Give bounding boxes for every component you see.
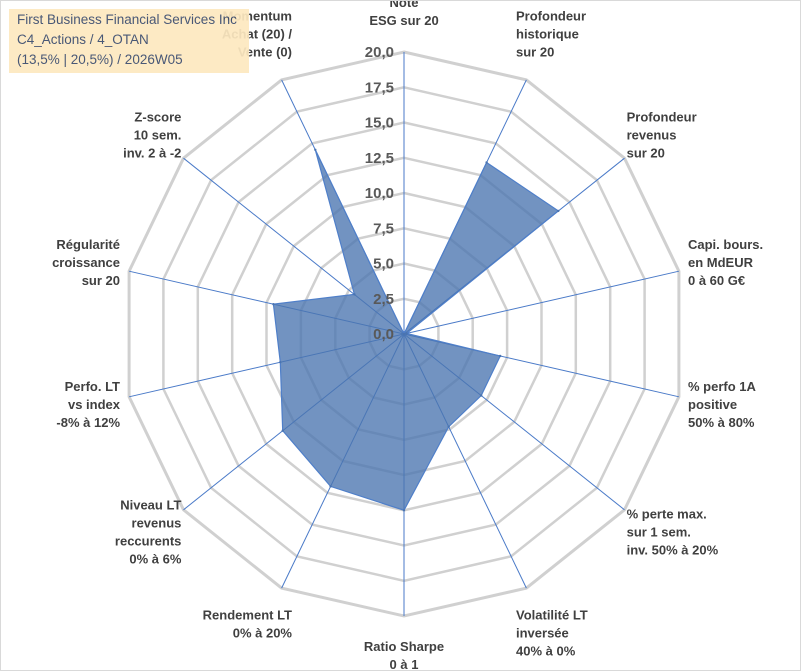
axis-label-5: % perte max. sur 1 sem. inv. 50% à 20% bbox=[627, 506, 719, 557]
axis-label-5-line-2: inv. 50% à 20% bbox=[627, 542, 719, 557]
axis-label-0: Note ESG sur 20 bbox=[369, 1, 438, 28]
series-point-4 bbox=[499, 354, 502, 358]
axis-label-3-line-0: Capi. bours. bbox=[688, 237, 763, 252]
chart-title-line-2: C4_Actions / 4_OTAN bbox=[17, 32, 149, 47]
axis-label-1-line-1: historique bbox=[516, 27, 579, 42]
spoke-3 bbox=[403, 270, 680, 335]
series-point-12 bbox=[353, 293, 356, 296]
axis-label-4-line-0: % perfo 1A bbox=[688, 379, 757, 394]
axis-label-10-line-0: Perfo. LT bbox=[65, 379, 120, 394]
series-point-7 bbox=[402, 509, 406, 512]
axis-label-2-line-2: sur 20 bbox=[627, 146, 665, 161]
axis-label-4-line-1: positive bbox=[688, 397, 737, 412]
chart-title-line-3: (13,5% | 20,5%) / 2026W05 bbox=[17, 52, 183, 67]
axis-label-6-line-1: inversée bbox=[516, 626, 569, 641]
axis-label-1-line-0: Profondeur bbox=[516, 9, 586, 24]
axis-label-3: Capi. bours. en MdEUR 0 à 60 G€ bbox=[688, 237, 763, 288]
series-point-3 bbox=[405, 332, 408, 335]
axis-label-1-line-2: sur 20 bbox=[516, 45, 554, 60]
axis-label-0-line-0: Note bbox=[390, 1, 419, 10]
axis-label-8: Rendement LT 0% à 20% bbox=[203, 608, 293, 641]
radar-series bbox=[272, 148, 560, 512]
axis-label-2: Profondeur revenus sur 20 bbox=[627, 110, 697, 161]
axis-label-13-line-2: Vente (0) bbox=[238, 45, 292, 60]
tick-label-4: 10,0 bbox=[365, 185, 394, 202]
axis-label-11-line-0: Régularité bbox=[56, 237, 120, 252]
series-point-1 bbox=[485, 161, 488, 164]
tick-label-3: 7,5 bbox=[373, 220, 394, 237]
series-area bbox=[272, 149, 560, 512]
axis-label-12: Z-score 10 sem. inv. 2 à -2 bbox=[123, 110, 181, 161]
axis-label-3-line-1: en MdEUR bbox=[688, 255, 754, 270]
axis-label-12-line-1: 10 sem. bbox=[134, 128, 182, 143]
tick-label-8: 20,0 bbox=[365, 44, 394, 61]
axis-label-7-line-1: 0 à 1 bbox=[390, 657, 419, 672]
series-point-10 bbox=[279, 361, 282, 364]
axis-label-5-line-0: % perte max. bbox=[627, 506, 707, 521]
tick-label-1: 2,5 bbox=[373, 291, 394, 308]
axis-label-9: Niveau LT revenus reccurents 0% à 6% bbox=[115, 497, 182, 566]
axis-label-2-line-1: revenus bbox=[627, 128, 677, 143]
tick-label-5: 12,5 bbox=[365, 150, 394, 167]
axis-label-9-line-1: revenus bbox=[132, 515, 182, 530]
axis-label-6: Volatilité LT inversée 40% à 0% bbox=[516, 608, 588, 659]
axis-label-1: Profondeur historique sur 20 bbox=[516, 9, 586, 60]
axis-label-4-line-2: 50% à 80% bbox=[688, 415, 755, 430]
series-point-2 bbox=[557, 209, 560, 213]
series-point-9 bbox=[281, 429, 284, 432]
tick-label-7: 17,5 bbox=[365, 79, 394, 96]
radar-tick-labels: 0,0 2,5 5,0 7,5 10,0 12,5 15,0 17,5 20,0 bbox=[365, 44, 394, 343]
axis-label-5-line-1: sur 1 sem. bbox=[627, 524, 691, 539]
axis-label-11-line-1: croissance bbox=[52, 255, 120, 270]
series-point-5 bbox=[480, 394, 483, 397]
axis-label-11: Régularité croissance sur 20 bbox=[52, 237, 120, 288]
axis-label-10-line-1: vs index bbox=[68, 397, 121, 412]
radar-axis-labels: Note ESG sur 20 Profondeur historique sur 20… bbox=[52, 1, 763, 672]
series-point-13 bbox=[314, 148, 317, 151]
axis-label-11-line-2: sur 20 bbox=[82, 273, 120, 288]
chart-title-line-1: First Business Financial Services Inc bbox=[17, 12, 237, 27]
axis-label-9-line-0: Niveau LT bbox=[120, 497, 181, 512]
series-point-6 bbox=[447, 425, 450, 428]
axis-label-8-line-0: Rendement LT bbox=[203, 608, 292, 623]
axis-label-10-line-2: -8% à 12% bbox=[56, 415, 120, 430]
axis-label-3-line-2: 0 à 60 G€ bbox=[688, 273, 745, 288]
axis-label-12-line-0: Z-score bbox=[134, 110, 181, 125]
tick-label-0: 0,0 bbox=[373, 326, 394, 343]
series-point-8 bbox=[329, 485, 332, 488]
tick-label-6: 15,0 bbox=[365, 115, 394, 132]
axis-label-12-line-2: inv. 2 à -2 bbox=[123, 146, 181, 161]
axis-label-10: Perfo. LT vs index -8% à 12% bbox=[56, 379, 120, 430]
axis-label-6-line-0: Volatilité LT bbox=[516, 608, 588, 623]
axis-label-8-line-1: 0% à 20% bbox=[233, 626, 293, 641]
axis-label-0-line-1: ESG sur 20 bbox=[369, 13, 438, 28]
series-point-11 bbox=[272, 303, 275, 306]
axis-label-7: Ratio Sharpe 0 à 1 bbox=[364, 639, 444, 672]
axis-label-6-line-2: 40% à 0% bbox=[516, 644, 576, 659]
tick-label-2: 5,0 bbox=[373, 256, 394, 273]
series-point-0 bbox=[402, 332, 406, 336]
axis-label-9-line-2: reccurents bbox=[115, 533, 181, 548]
axis-label-4: % perfo 1A positive 50% à 80% bbox=[688, 379, 757, 430]
axis-label-2-line-0: Profondeur bbox=[627, 110, 697, 125]
chart-title-box: First Business Financial Services Inc C4… bbox=[9, 9, 249, 73]
axis-label-7-line-0: Ratio Sharpe bbox=[364, 639, 444, 654]
axis-label-9-line-3: 0% à 6% bbox=[129, 551, 181, 566]
